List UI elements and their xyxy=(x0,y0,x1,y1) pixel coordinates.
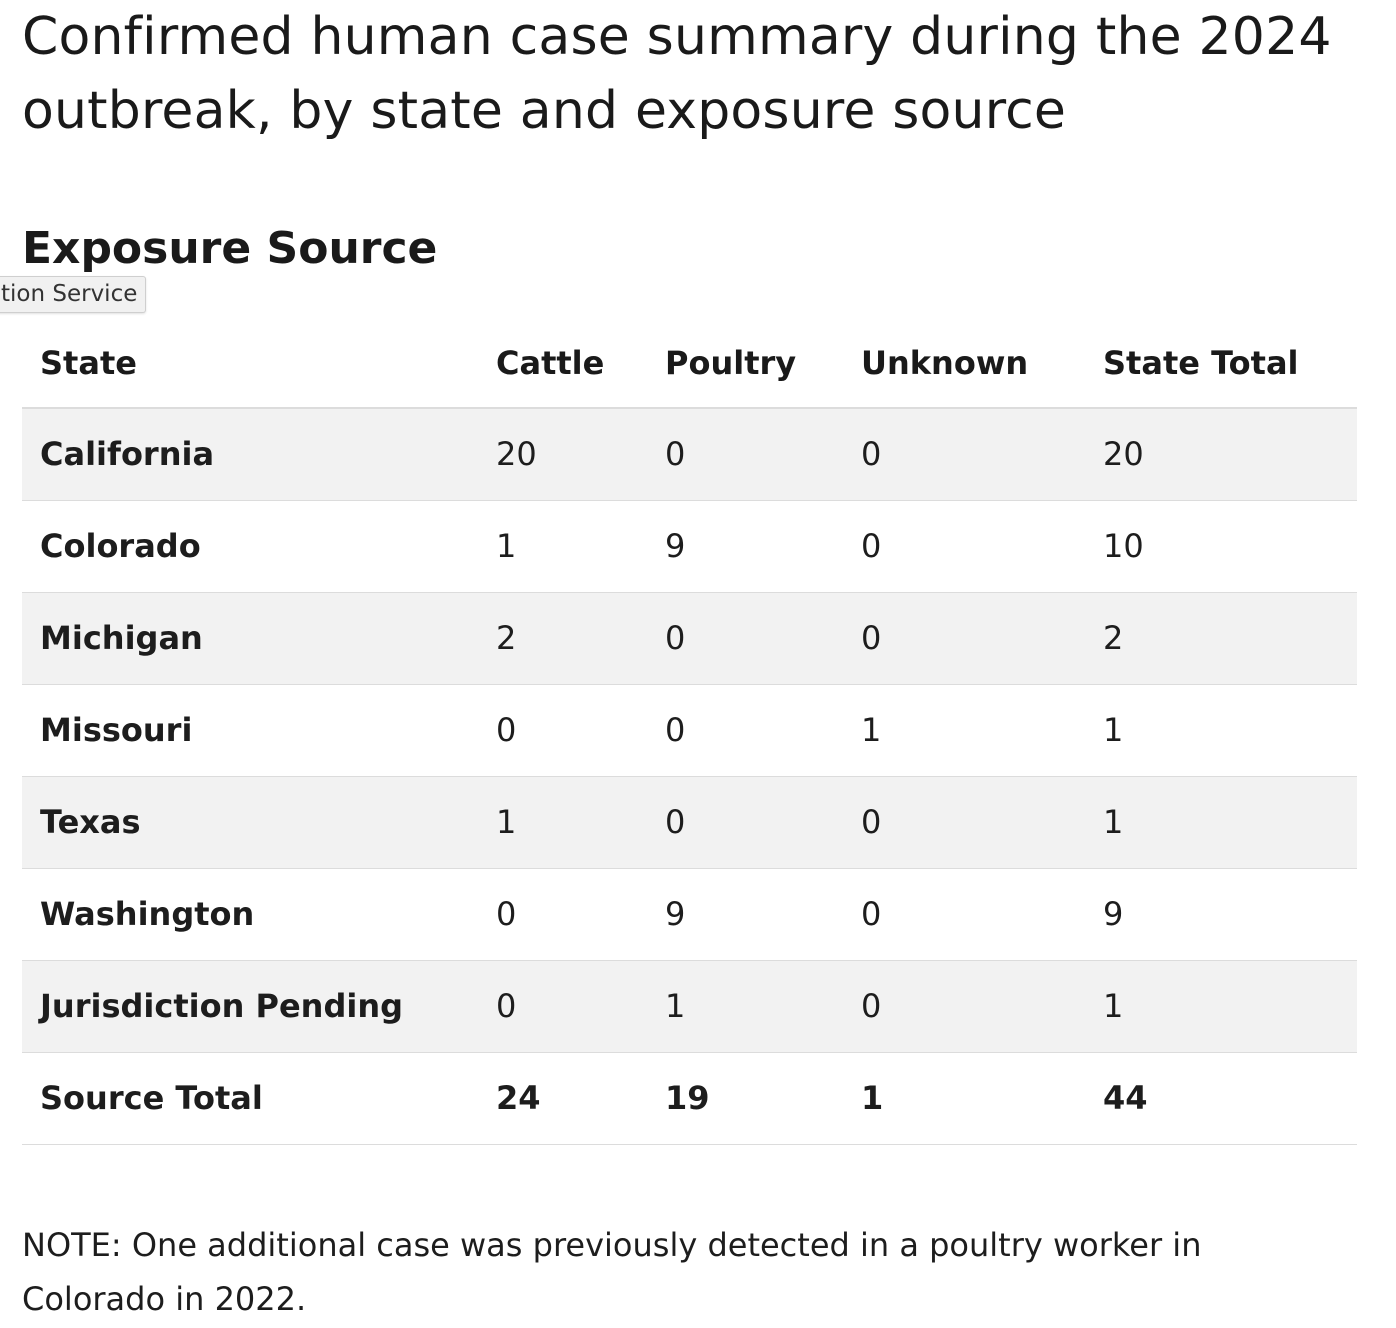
row-state: Michigan xyxy=(22,592,496,685)
row-cattle: 0 xyxy=(496,960,665,1053)
header-unknown: Unknown xyxy=(861,318,1103,409)
footer-unknown: 1 xyxy=(861,1052,1103,1145)
footer-label: Source Total xyxy=(22,1052,496,1145)
page-title: Confirmed human case summary during the … xyxy=(22,7,1332,141)
row-poultry: 9 xyxy=(665,500,861,593)
table-row: Jurisdiction Pending 0 1 0 1 xyxy=(22,960,1357,1053)
table-row: Colorado 1 9 0 10 xyxy=(22,500,1357,593)
case-summary-table: State Cattle Poultry Unknown State Total… xyxy=(22,318,1357,1145)
footer-total: 44 xyxy=(1103,1052,1357,1145)
row-total: 10 xyxy=(1103,500,1357,593)
footer-cattle: 24 xyxy=(496,1052,665,1145)
row-total: 1 xyxy=(1103,960,1357,1053)
table-footer-row: Source Total 24 19 1 44 xyxy=(22,1052,1357,1145)
row-total: 1 xyxy=(1103,776,1357,869)
row-total: 9 xyxy=(1103,868,1357,961)
row-cattle: 2 xyxy=(496,592,665,685)
row-poultry: 0 xyxy=(665,592,861,685)
table-row: Washington 0 9 0 9 xyxy=(22,868,1357,961)
row-cattle: 1 xyxy=(496,500,665,593)
table-row: Texas 1 0 0 1 xyxy=(22,776,1357,869)
row-cattle: 20 xyxy=(496,408,665,501)
row-state: Jurisdiction Pending xyxy=(22,960,496,1053)
row-poultry: 1 xyxy=(665,960,861,1053)
row-total: 1 xyxy=(1103,684,1357,777)
row-state: Texas xyxy=(22,776,496,869)
row-cattle: 0 xyxy=(496,684,665,777)
tooltip-chip: tion Service xyxy=(0,276,147,313)
row-cattle: 1 xyxy=(496,776,665,869)
header-state: State xyxy=(22,318,496,409)
row-cattle: 0 xyxy=(496,868,665,961)
row-unknown: 0 xyxy=(861,500,1103,593)
row-unknown: 0 xyxy=(861,960,1103,1053)
table-header-row: State Cattle Poultry Unknown State Total xyxy=(22,318,1357,409)
header-cattle: Cattle xyxy=(496,318,665,409)
row-poultry: 9 xyxy=(665,868,861,961)
row-total: 2 xyxy=(1103,592,1357,685)
table-row: Michigan 2 0 0 2 xyxy=(22,592,1357,685)
row-poultry: 0 xyxy=(665,408,861,501)
footnote: NOTE: One additional case was previously… xyxy=(22,1226,1202,1318)
row-total: 20 xyxy=(1103,408,1357,501)
row-unknown: 0 xyxy=(861,592,1103,685)
row-unknown: 0 xyxy=(861,868,1103,961)
row-poultry: 0 xyxy=(665,776,861,869)
row-unknown: 0 xyxy=(861,776,1103,869)
row-state: Washington xyxy=(22,868,496,961)
row-state: Colorado xyxy=(22,500,496,593)
section-heading: Exposure Source xyxy=(22,223,438,274)
table-row: California 20 0 0 20 xyxy=(22,408,1357,501)
footer-poultry: 19 xyxy=(665,1052,861,1145)
table-row: Missouri 0 0 1 1 xyxy=(22,684,1357,777)
header-poultry: Poultry xyxy=(665,318,861,409)
row-unknown: 0 xyxy=(861,408,1103,501)
header-state-total: State Total xyxy=(1103,318,1357,409)
row-unknown: 1 xyxy=(861,684,1103,777)
row-state: California xyxy=(22,408,496,501)
row-poultry: 0 xyxy=(665,684,861,777)
row-state: Missouri xyxy=(22,684,496,777)
